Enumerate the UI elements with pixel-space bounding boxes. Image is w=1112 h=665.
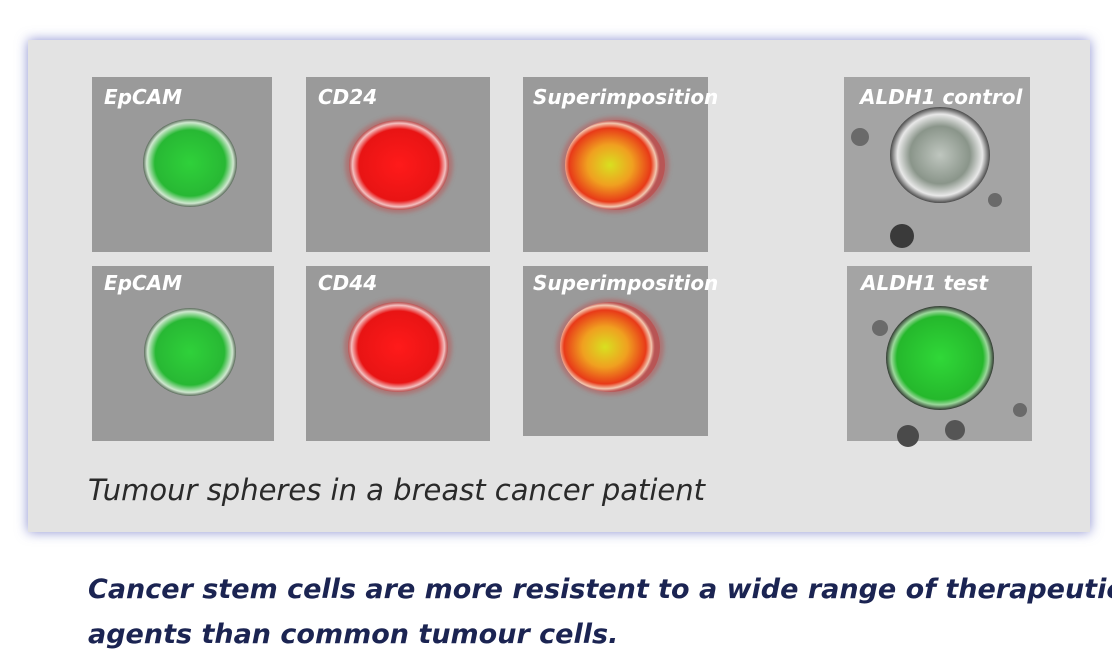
cell xyxy=(560,302,660,392)
panel-label: CD44 xyxy=(318,271,377,295)
cell xyxy=(144,308,236,396)
small-cell xyxy=(872,320,888,336)
small-cell xyxy=(945,420,965,440)
panel-label: EpCAM xyxy=(104,271,182,295)
statement-line: Cancer stem cells are more resistent to … xyxy=(88,574,1112,605)
panel-label: ALDH1 test xyxy=(859,271,989,295)
cell xyxy=(565,120,665,210)
panel-label: Superimposition xyxy=(533,85,718,109)
small-cell xyxy=(851,128,869,146)
small-cell xyxy=(890,224,914,248)
cell xyxy=(348,302,448,392)
small-cell xyxy=(1013,403,1027,417)
statement-line: agents than common tumour cells. xyxy=(88,619,618,650)
panel-label: ALDH1 control xyxy=(858,85,1023,109)
cell xyxy=(886,306,994,410)
small-cell xyxy=(988,193,1002,207)
cell xyxy=(143,119,237,207)
small-cell xyxy=(897,425,919,447)
cell xyxy=(349,120,449,210)
panel-label: CD24 xyxy=(318,85,377,109)
panel-label: Superimposition xyxy=(533,271,718,295)
caption: Tumour spheres in a breast cancer patien… xyxy=(88,473,707,507)
panel-label: EpCAM xyxy=(104,85,182,109)
cell xyxy=(890,107,990,203)
